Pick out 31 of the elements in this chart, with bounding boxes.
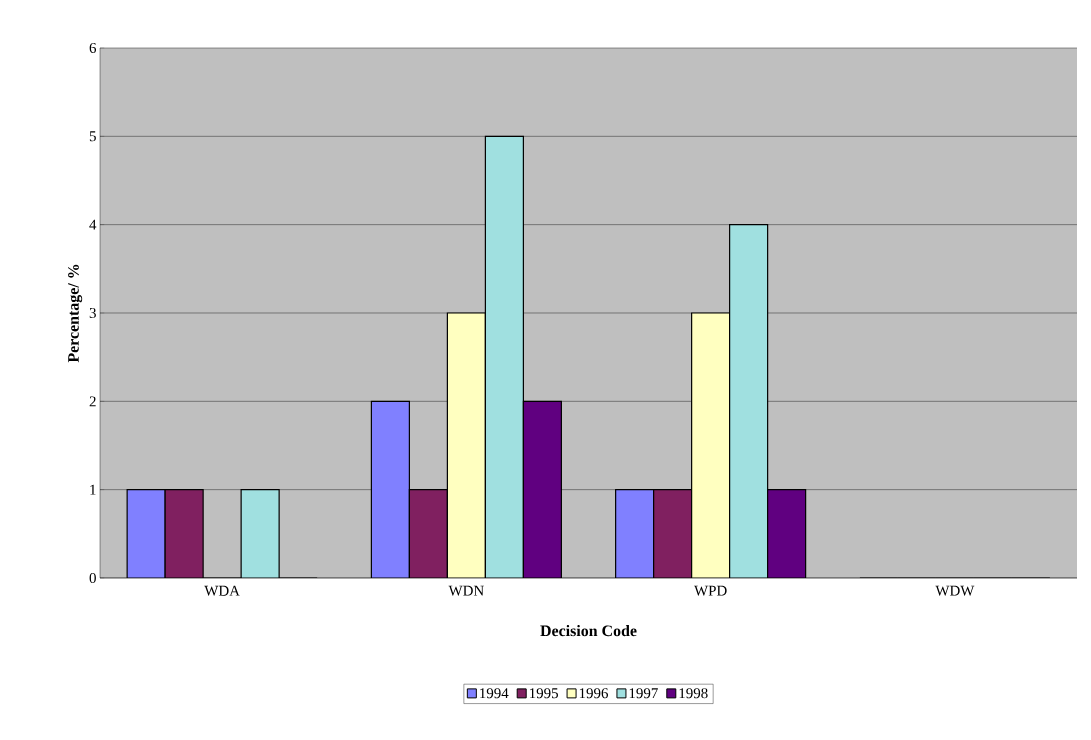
y-tick-label: 2	[89, 396, 96, 407]
bar	[408, 489, 448, 578]
bar	[729, 224, 769, 578]
bar	[767, 489, 807, 578]
y-tick-label: 5	[89, 131, 96, 142]
y-axis-title: Percentage/ %	[68, 264, 83, 363]
x-tick-label: WDA	[204, 585, 240, 596]
y-tick-label: 1	[90, 484, 96, 495]
bar	[446, 312, 486, 578]
bar	[241, 489, 280, 578]
y-tick-label: 4	[89, 219, 97, 230]
legend-label: 1997	[629, 688, 658, 699]
bar	[615, 489, 655, 578]
y-tick-label: 0	[89, 572, 96, 584]
bar	[165, 489, 204, 578]
legend-label: 1995	[530, 688, 558, 699]
bar	[484, 135, 524, 578]
x-tick-label: WDN	[448, 585, 484, 596]
legend-label: 1998	[679, 688, 708, 699]
x-tick-label: WPD	[694, 585, 727, 596]
legend-label: 1994	[480, 688, 509, 699]
bar	[522, 400, 562, 578]
x-axis-title: Decision Code	[540, 624, 637, 637]
bar	[691, 312, 731, 578]
bar	[370, 400, 410, 578]
x-tick-label: WDW	[935, 585, 975, 596]
y-tick-label: 6	[89, 42, 97, 53]
bar	[127, 489, 166, 578]
bar	[653, 489, 693, 578]
legend-label: 1996	[579, 688, 609, 699]
y-tick-label: 3	[89, 307, 96, 318]
